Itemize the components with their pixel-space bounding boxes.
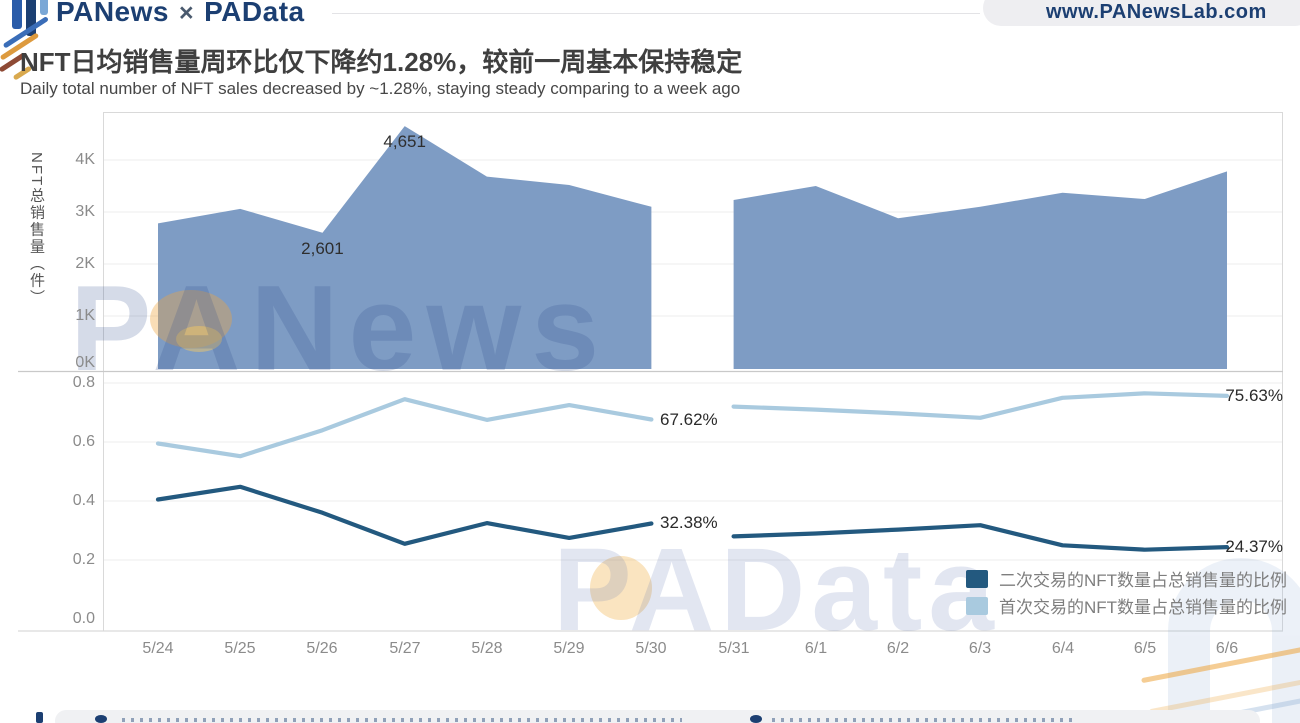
primary-ratio-line	[731, 391, 1230, 420]
data-label: 2,601	[301, 238, 344, 258]
brand-padata: PAData	[204, 0, 305, 27]
data-label: 4,651	[383, 132, 426, 152]
y-tick-label: 0.2	[72, 551, 95, 568]
x-tick-label: 5/24	[142, 640, 174, 657]
page-title: NFT日均销售量周环比仅下降约1.28%，较前一周基本保持稳定	[20, 47, 743, 77]
sales-area	[733, 171, 1227, 369]
y-tick-label: 0.4	[72, 492, 95, 509]
footer-logo-top	[36, 712, 43, 723]
secondary-ratio-line	[731, 523, 1230, 552]
website-link[interactable]: www.PANewsLab.com	[1046, 1, 1267, 23]
x-tick-label: 5/31	[718, 640, 750, 657]
footer-glyph	[95, 715, 107, 723]
y-axis-title: NFT总销售量（件）	[28, 152, 45, 307]
y-tick-label: 0.6	[72, 433, 95, 450]
x-tick-label: 6/1	[804, 640, 828, 657]
page-subtitle: Daily total number of NFT sales decrease…	[20, 79, 741, 98]
panews-logo-icon	[0, 0, 60, 81]
x-tick-label: 5/30	[635, 640, 667, 657]
logo-bar	[26, 0, 36, 36]
legend-label: 首次交易的NFT数量占总销售量的比例	[999, 598, 1288, 617]
x-tick-label: 5/26	[306, 640, 338, 657]
end-label: 24.37%	[1225, 537, 1283, 556]
footer-text-tops	[122, 718, 682, 722]
legend-item[interactable]: 二次交易的NFT数量占总销售量的比例	[966, 566, 1287, 591]
x-tick-label: 5/25	[224, 640, 256, 657]
header-divider	[332, 13, 980, 14]
x-tick-label: 6/3	[968, 640, 992, 657]
footer-bar	[55, 710, 1260, 723]
legend-swatch	[966, 596, 988, 615]
logo-bar	[12, 0, 22, 29]
brand-wordmark: PANews × PAData	[56, 0, 305, 28]
legend-swatch	[966, 569, 988, 588]
brand-panews: PANews	[56, 0, 169, 27]
legend-label: 二次交易的NFT数量占总销售量的比例	[999, 571, 1288, 590]
x-tick-label: 6/2	[886, 640, 910, 657]
logo-bar	[40, 0, 48, 15]
end-label: 75.63%	[1225, 386, 1283, 405]
y-tick-label: 3K	[75, 203, 95, 220]
legend-item[interactable]: 首次交易的NFT数量占总销售量的比例	[966, 593, 1287, 618]
y-tick-label: 1K	[75, 307, 95, 324]
x-tick-label: 5/28	[471, 640, 503, 657]
y-tick-label: 4K	[75, 151, 95, 168]
y-tick-label: 0.0	[72, 610, 95, 627]
footer-glyph	[750, 715, 762, 723]
primary-ratio-line	[155, 397, 654, 459]
x-tick-label: 6/5	[1133, 640, 1157, 657]
footer-text-tops	[772, 718, 1072, 722]
x-tick-label: 5/29	[553, 640, 585, 657]
secondary-ratio-line	[155, 484, 654, 546]
x-tick-label: 5/27	[389, 640, 421, 657]
x-tick-label: 6/6	[1215, 640, 1239, 657]
sales-area	[158, 126, 652, 369]
end-label: 67.62%	[660, 410, 718, 429]
website-pill	[983, 0, 1300, 26]
y-tick-label: 0.8	[72, 374, 95, 391]
y-tick-label: 2K	[75, 255, 95, 272]
x-tick-label: 6/4	[1051, 640, 1075, 657]
brand-separator: ×	[178, 0, 195, 27]
y-tick-label: 0K	[75, 354, 95, 371]
end-label: 32.38%	[660, 513, 718, 532]
